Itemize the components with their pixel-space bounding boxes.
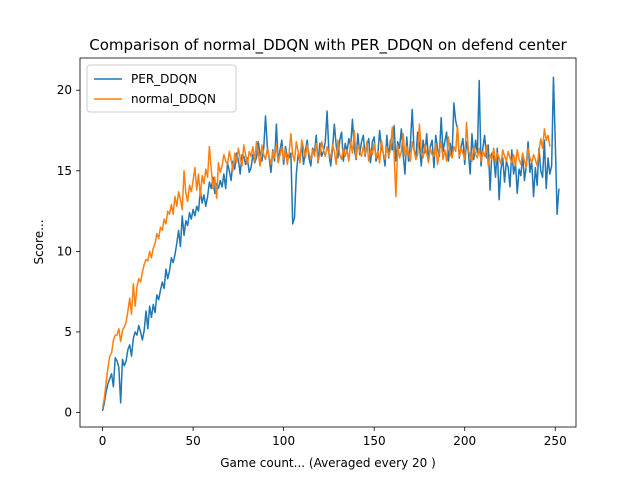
- x-tick-label: 100: [272, 434, 295, 448]
- x-tick-label: 250: [544, 434, 567, 448]
- legend-box: [86, 64, 237, 113]
- chart-title: Comparison of normal_DDQN with PER_DDQN …: [89, 36, 567, 55]
- x-tick-label: 50: [185, 434, 200, 448]
- y-tick-label: 10: [57, 244, 72, 258]
- x-axis-ticks: 0 50 100 150 200 250: [99, 427, 567, 448]
- y-tick-label: 15: [57, 164, 72, 178]
- y-tick-label: 20: [57, 83, 72, 97]
- series-line-normal-ddqn: [101, 121, 551, 408]
- x-tick-label: 0: [99, 434, 107, 448]
- legend: PER_DDQN normal_DDQN: [86, 64, 237, 113]
- legend-label: normal_DDQN: [131, 92, 216, 106]
- y-axis-label: Score...: [32, 219, 46, 264]
- y-tick-label: 0: [64, 405, 72, 419]
- series-lines: [101, 76, 560, 412]
- legend-label: PER_DDQN: [131, 72, 197, 86]
- y-tick-label: 5: [64, 325, 72, 339]
- axes-frame: [79, 57, 577, 428]
- plot-area: 0 50 100 150 200 250 0 5 10 15 20: [57, 57, 577, 448]
- x-tick-label: 150: [363, 434, 386, 448]
- x-axis-label: Game count... (Averaged every 20 ): [220, 456, 436, 470]
- legend-items: PER_DDQN normal_DDQN: [94, 72, 216, 106]
- series-line-per-ddqn: [101, 76, 560, 412]
- y-axis-ticks: 0 5 10 15 20: [57, 83, 80, 419]
- x-tick-label: 200: [453, 434, 476, 448]
